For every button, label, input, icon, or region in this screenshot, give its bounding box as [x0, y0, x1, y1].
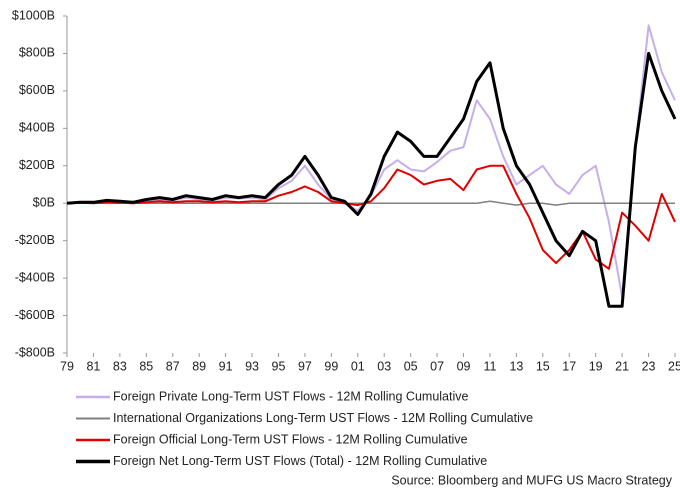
y-tick-label: $400B: [19, 121, 55, 135]
x-tick-label: 17: [562, 359, 576, 373]
x-tick-label: 97: [298, 359, 312, 373]
y-tick-label: $1000B: [12, 8, 55, 22]
x-tick-label: 91: [219, 359, 233, 373]
x-tick-label: 03: [377, 359, 391, 373]
x-tick-label: 21: [615, 359, 629, 373]
x-tick-label: 15: [536, 359, 550, 373]
y-tick-label: $800B: [19, 46, 55, 60]
x-tick-label: 23: [642, 359, 656, 373]
x-tick-label: 07: [430, 359, 444, 373]
x-tick-label: 95: [272, 359, 286, 373]
legend-label: Foreign Official Long-Term UST Flows - 1…: [113, 432, 468, 446]
legend-label: Foreign Net Long-Term UST Flows (Total) …: [113, 454, 487, 468]
legend-label: Foreign Private Long-Term UST Flows - 12…: [113, 389, 468, 403]
x-tick-label: 05: [404, 359, 418, 373]
legend-label: International Organizations Long-Term US…: [113, 411, 533, 425]
y-tick-label: -$400B: [15, 270, 55, 284]
y-tick-label: -$600B: [15, 308, 55, 322]
series-line: [66, 164, 676, 270]
y-tick-label: -$200B: [15, 233, 55, 247]
x-tick-label: 01: [351, 359, 365, 373]
x-tick-label: 83: [113, 359, 127, 373]
x-tick-label: 89: [192, 359, 206, 373]
y-tick-label: -$800B: [15, 345, 55, 359]
x-tick-label: 11: [483, 359, 496, 373]
y-tick-label: $600B: [19, 83, 55, 97]
x-tick-label: 85: [139, 359, 153, 373]
x-tick-label: 79: [60, 359, 74, 373]
x-tick-label: 81: [86, 359, 100, 373]
source: Source: Bloomberg and MUFG US Macro Stra…: [391, 473, 672, 487]
x-tick-label: 99: [324, 359, 338, 373]
x-tick-label: 93: [245, 359, 259, 373]
x-tick-label: 19: [589, 359, 603, 373]
x-tick-label: 09: [457, 359, 471, 373]
x-tick-label: 13: [509, 359, 523, 373]
y-tick-label: $200B: [19, 158, 55, 172]
y-tick-label: $0B: [33, 196, 55, 210]
series-line: [66, 51, 677, 308]
series-line: [67, 200, 675, 206]
series-line: [66, 24, 676, 298]
x-tick-label: 25: [668, 359, 680, 373]
x-tick-label: 87: [166, 359, 180, 373]
